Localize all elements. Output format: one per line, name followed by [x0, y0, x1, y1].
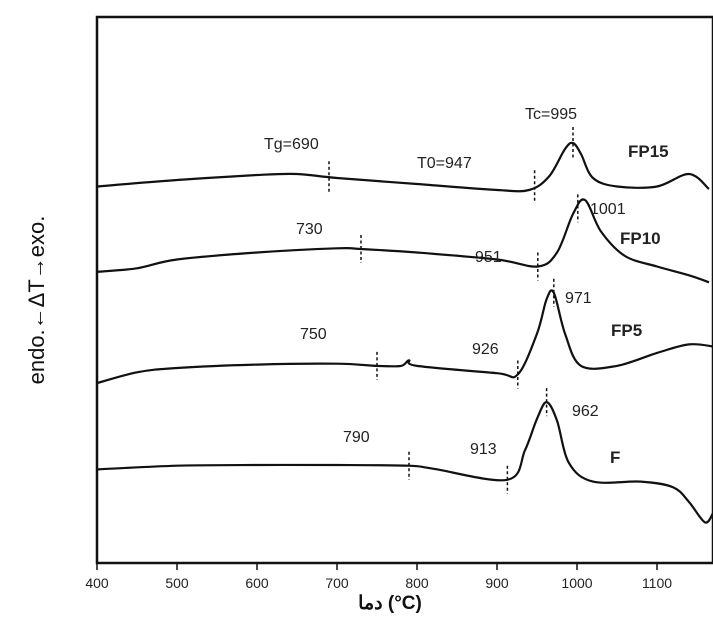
annotation-label: 951	[475, 249, 502, 266]
annotation-label: 913	[470, 441, 497, 458]
x-tick-label: 400	[85, 575, 109, 591]
annotation-label: T0=947	[417, 155, 472, 172]
series-line-fp5	[96, 289, 713, 385]
annotation-label: Tg=690	[264, 136, 319, 153]
x-tick-label: 800	[405, 575, 429, 591]
annotation-label: 962	[572, 403, 599, 420]
annotation-label: 971	[565, 290, 592, 307]
x-tick-label: 1000	[561, 575, 592, 591]
series-name-label: FP15	[628, 142, 669, 161]
series-line-fp15	[96, 141, 710, 193]
x-tick-label: 500	[165, 575, 189, 591]
x-tick-label: 600	[245, 575, 269, 591]
annotation-label: Tc=995	[525, 106, 577, 123]
plot-frame	[95, 15, 713, 565]
x-axis-label: دما (°C)	[358, 593, 422, 614]
annotation-label: 926	[472, 341, 499, 358]
series-name-label: FP10	[620, 229, 661, 248]
annotation-label: 790	[343, 429, 370, 446]
series-line-fp10	[96, 198, 710, 284]
annotation-label: 750	[300, 326, 327, 343]
x-tick-label: 1100	[642, 575, 672, 591]
annotation-label: 1001	[590, 201, 626, 218]
x-tick-label: 700	[325, 575, 349, 591]
x-axis-ticks: 400 500 600 700 800 900 1000 1100	[85, 563, 672, 591]
x-tick-label: 900	[485, 575, 509, 591]
series-name-label: FP5	[611, 321, 642, 340]
curve-annotations: Tg=690 T0=947 Tc=995 FP15 730 951 1001 FP10 750 9…	[264, 106, 669, 494]
annotation-label: 730	[296, 221, 323, 238]
y-axis-label: endo.←ΔT→exo.	[24, 215, 49, 385]
series-name-label: F	[610, 448, 620, 467]
series-line-f	[96, 401, 713, 524]
dta-curves	[96, 141, 713, 524]
